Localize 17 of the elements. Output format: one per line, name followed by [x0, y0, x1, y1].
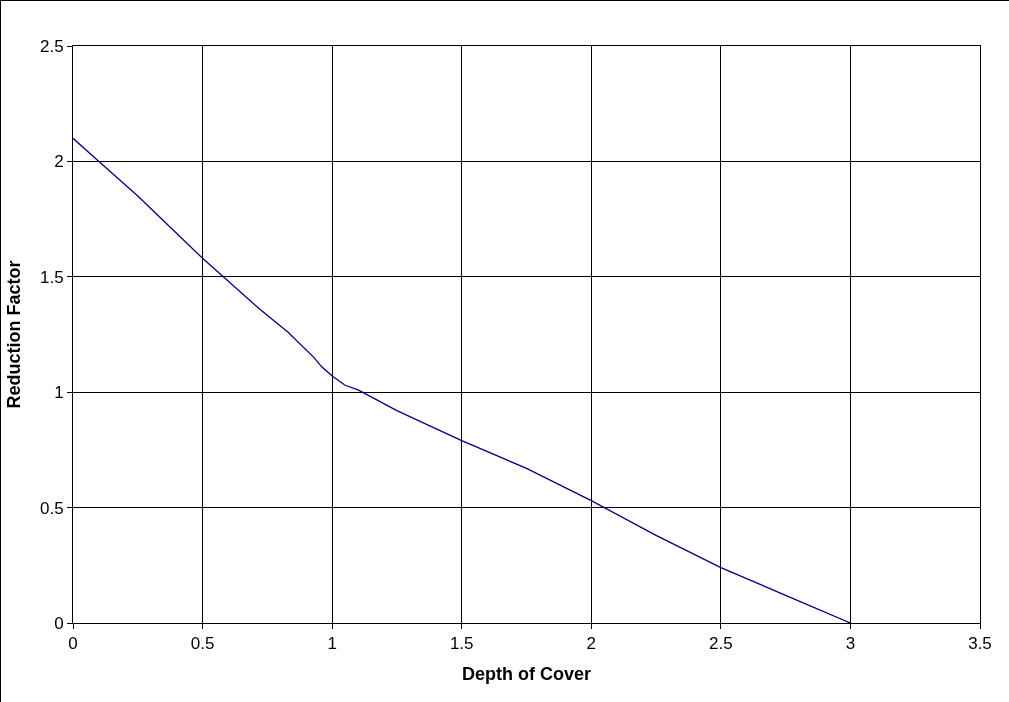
line-series [73, 137, 852, 623]
x-tick-label: 1 [327, 634, 337, 654]
y-tick-label: 1 [54, 383, 64, 403]
x-axis-title: Depth of Cover [461, 663, 592, 684]
x-tick-label: 0 [68, 634, 78, 654]
x-tick-label: 0.5 [190, 634, 215, 654]
x-tick-label: 1.5 [449, 634, 474, 654]
y-tick-label: 2.5 [39, 36, 64, 56]
x-tick-label: 2.5 [709, 634, 733, 654]
x-tick-label: 3.5 [968, 634, 992, 654]
y-axis-title: Reduction Factor [4, 260, 25, 409]
x-tick-label: 3 [845, 634, 856, 654]
y-tick-label: 1.5 [39, 267, 64, 287]
x-tick-label: 2 [586, 634, 597, 654]
y-tick-label: 2 [54, 152, 64, 172]
y-tick-label: 0.5 [39, 498, 64, 518]
y-tick-label: 0 [54, 613, 64, 633]
